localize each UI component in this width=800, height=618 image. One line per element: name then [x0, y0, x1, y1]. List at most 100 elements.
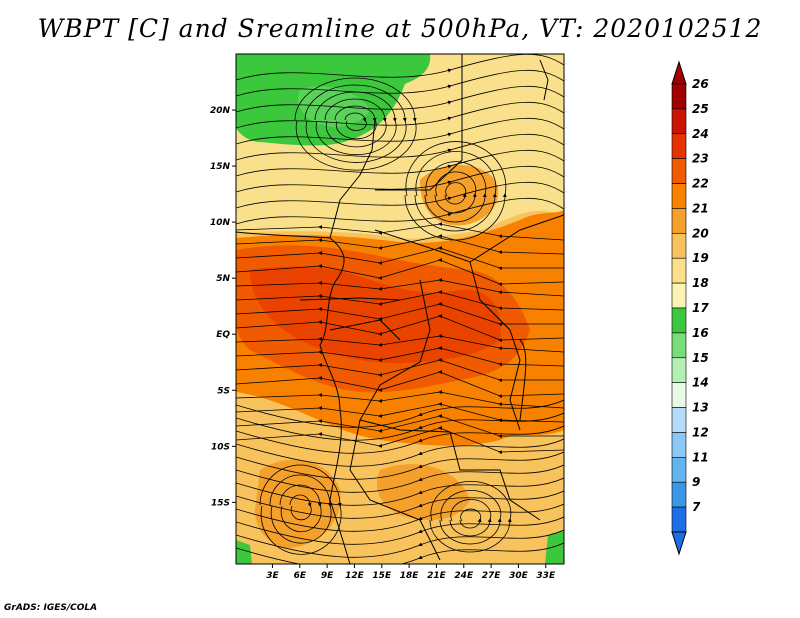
streamline [236, 425, 564, 454]
streamline [236, 133, 564, 161]
colorbar-top-arrow [671, 60, 687, 85]
colorbar-label: 20 [692, 226, 709, 240]
streamline [236, 314, 564, 343]
map-title: WBPT [C] and Sreamline at 500hPa, VT: 20… [37, 14, 763, 43]
streamline [344, 112, 367, 131]
streamline [236, 334, 564, 353]
colorbar-segment [671, 357, 687, 383]
streamline [444, 182, 467, 205]
colorbar-label: 24 [692, 127, 709, 141]
streamline [304, 84, 407, 163]
colorbar-segment [671, 332, 687, 359]
colorbar-segment [671, 208, 687, 234]
streamline [294, 77, 417, 171]
colorbar-segment [671, 307, 687, 334]
streamline [236, 258, 564, 287]
streamline [404, 141, 507, 241]
streamline [236, 149, 564, 177]
streamline [236, 346, 564, 367]
colorbar-label: 21 [692, 201, 709, 215]
streamline [236, 302, 564, 327]
colorbar-segment [671, 108, 687, 135]
x-tick-label: 12E [345, 571, 365, 581]
colorbar-segment [671, 233, 687, 259]
streamline [236, 477, 564, 506]
streamline [434, 171, 477, 214]
streamline [236, 117, 564, 145]
streamline [324, 98, 387, 148]
x-axis: 3E 6E 9E 12E 15E 18E 21E 24E 27E 30E 33E [266, 564, 556, 581]
streamline [459, 508, 482, 529]
grads-credit: GrADS: IGES/COLA [4, 603, 98, 613]
colorbar-segment [671, 183, 687, 209]
streamline [449, 499, 492, 537]
y-tick-label: 20N [210, 106, 231, 116]
y-tick-label: 5S [217, 386, 230, 396]
streamline [414, 151, 497, 232]
colorbar-segment [671, 382, 687, 408]
streamline [236, 181, 564, 209]
x-tick-label: 6E [294, 571, 307, 581]
colorbar-segment [671, 133, 687, 159]
streamline [259, 464, 342, 555]
streamline [236, 222, 564, 241]
y-axis: 20N 15N 10N 5N EQ 5S 10S 15S [210, 106, 236, 508]
x-tick-label: 9E [321, 571, 334, 581]
colorbar-label: 23 [692, 152, 709, 166]
colorbar-label: 25 [692, 102, 709, 116]
x-tick-label: 3E [266, 571, 279, 581]
x-tick-label: 15E [372, 571, 392, 581]
colorbar-label: 12 [692, 425, 709, 439]
streamline [429, 481, 512, 553]
colorbar: 26 25 24 23 22 21 20 19 18 17 16 15 14 13 12 11 9 7 [671, 60, 709, 556]
colorbar-segment [671, 407, 687, 433]
x-tick-label: 27E [482, 571, 502, 581]
streamline [289, 494, 312, 521]
streamline [236, 402, 564, 423]
streamline [236, 246, 564, 271]
streamline [236, 451, 564, 480]
x-tick-label: 24E [454, 571, 474, 581]
streamline [269, 474, 332, 544]
streamline [236, 165, 564, 193]
y-tick-label: 10N [210, 218, 231, 228]
streamline [236, 529, 564, 558]
colorbar-label: 17 [692, 301, 709, 315]
streamline [236, 399, 564, 428]
streamline [236, 370, 564, 399]
streamline [236, 464, 564, 493]
colorbar-label: 14 [692, 376, 709, 390]
map-frame [235, 53, 565, 565]
streamline [236, 390, 564, 409]
colorbar-label: 18 [692, 276, 709, 290]
colorbar-segment [671, 457, 687, 483]
y-tick-label: 10S [211, 442, 230, 452]
colorbar-label: 13 [692, 401, 709, 415]
streamline [236, 234, 564, 255]
streamline [279, 484, 322, 533]
streamline [236, 542, 564, 564]
colorbar-bottom-arrow [671, 531, 687, 556]
streamline [236, 290, 564, 311]
streamline [236, 54, 564, 81]
streamline [236, 278, 564, 297]
colorbar-label: 16 [692, 326, 709, 340]
colorbar-segment [671, 432, 687, 458]
streamline [314, 91, 397, 156]
colorbar-segment [671, 83, 687, 110]
colorbar-label: 7 [692, 500, 701, 514]
colorbar-segment [671, 257, 687, 284]
colorbar-segment [671, 282, 687, 309]
colorbar-segment [671, 506, 687, 533]
x-tick-label: 30E [509, 571, 529, 581]
colorbar-label: 9 [692, 475, 700, 489]
streamline [236, 412, 564, 441]
streamline [236, 503, 564, 532]
streamline [439, 490, 502, 545]
y-tick-label: EQ [216, 330, 230, 340]
y-tick-label: 15S [211, 498, 230, 508]
colorbar-label: 15 [692, 351, 709, 365]
colorbar-segment [671, 158, 687, 184]
streamline [236, 516, 564, 545]
x-tick-label: 18E [400, 571, 420, 581]
